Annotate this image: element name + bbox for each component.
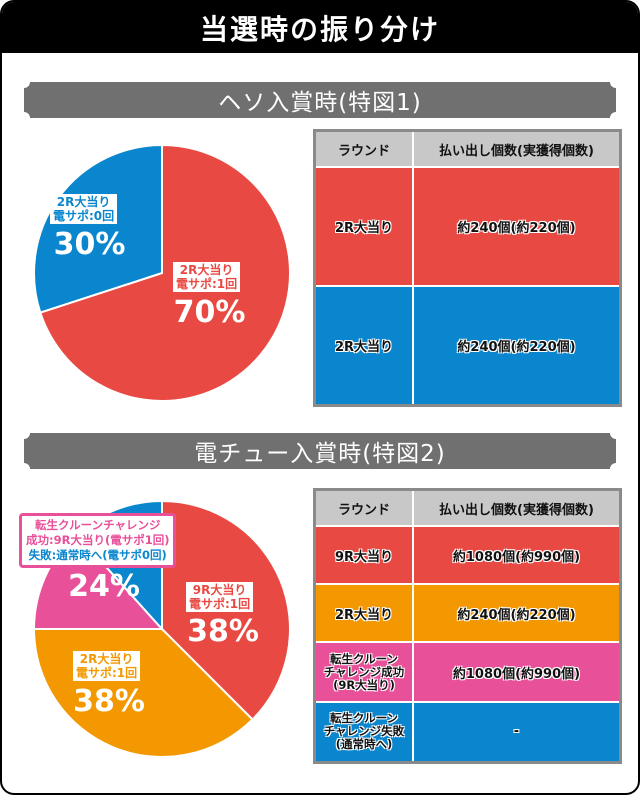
payout-table-heso: ラウンド 払い出し個数(実獲得個数) 2R大当り 約240個(約220個) 2R…	[313, 129, 622, 407]
slice-percent-30: 30%	[53, 227, 126, 262]
slice-label-2r-densapo1: 2R大当り 電サポ:1回	[173, 262, 241, 292]
column-header-round: ラウンド	[313, 129, 414, 168]
slice-percent-9r: 38%	[187, 614, 259, 649]
slice-percent-24: 24%	[68, 569, 140, 604]
column-header-payout: 払い出し個数(実獲得個数)	[412, 488, 622, 527]
slice-label-2r: 2R大当り 電サポ:1回	[73, 651, 141, 681]
challenge-callout: 転生クルーンチャレンジ 成功:9R大当り(電サポ1回) 失敗:通常時へ(電サポ0…	[19, 513, 177, 568]
table-row: 転生クルーン チャレンジ失敗 (通常時へ) -	[313, 701, 622, 763]
slice-label-2r-densapo0: 2R大当り 電サポ:0回	[50, 194, 118, 224]
section2-title: 電チュー入賞時(特図2)	[194, 441, 446, 467]
table-row: 転生クルーン チャレンジ成功 (9R大当り) 約1080個(約990個)	[313, 641, 622, 703]
pie-slice-2r-densapo1	[39, 143, 291, 402]
section1-banner: ヘソ入賞時(特図1)	[18, 76, 622, 124]
table-row: 2R大当り 約240個(約220個)	[313, 583, 622, 643]
table-row: 2R大当り 約240個(約220個)	[313, 285, 622, 406]
title-bar: 当選時の振り分け	[2, 2, 638, 53]
section2-banner: 電チュー入賞時(特図2)	[18, 427, 622, 475]
slice-percent-70: 70%	[173, 295, 246, 330]
table-row: 2R大当り 約240個(約220個)	[313, 166, 622, 287]
section1-title: ヘソ入賞時(特図1)	[218, 90, 422, 116]
pie-chart-heso	[33, 143, 291, 402]
slice-label-9r: 9R大当り 電サポ:1回	[186, 582, 254, 612]
payout-table-denchu: ラウンド 払い出し個数(実獲得個数) 9R大当り 約1080個(約990個) 2…	[313, 488, 622, 764]
page-title: 当選時の振り分け	[199, 12, 440, 46]
table-row: 9R大当り 約1080個(約990個)	[313, 525, 622, 585]
column-header-round: ラウンド	[313, 488, 414, 527]
slice-percent-2r: 38%	[73, 684, 145, 719]
column-header-payout: 払い出し個数(実獲得個数)	[412, 129, 622, 168]
